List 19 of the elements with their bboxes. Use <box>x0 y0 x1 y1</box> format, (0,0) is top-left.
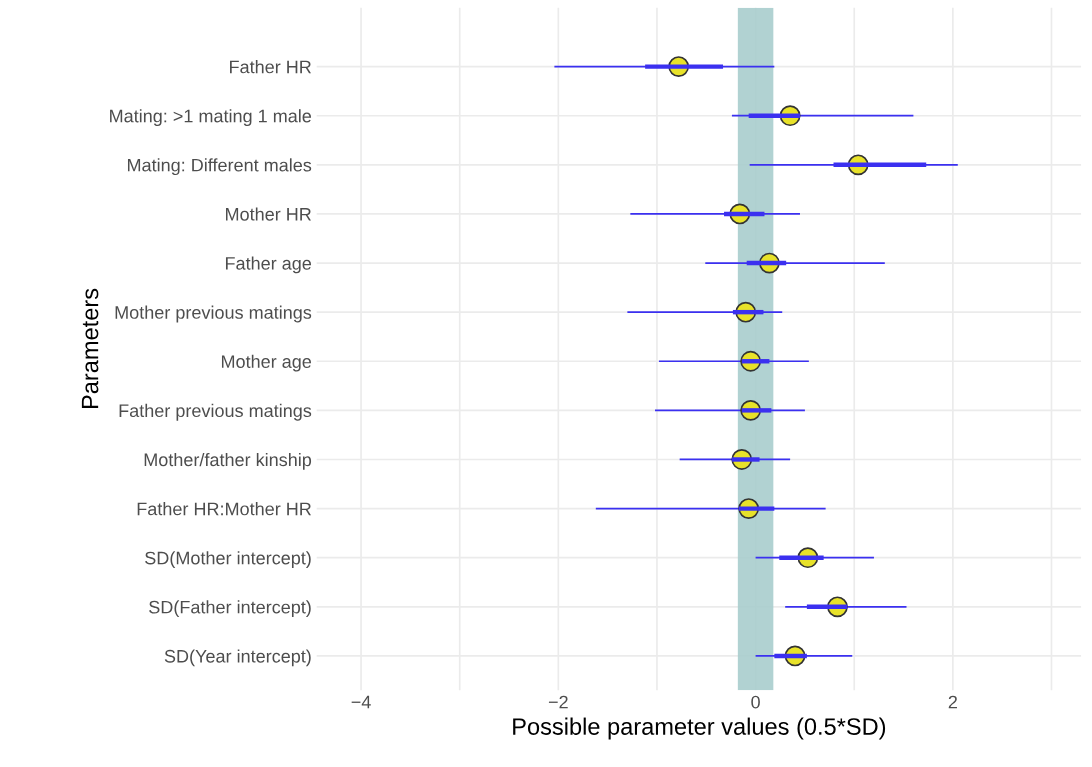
y-tick-label: Father HR <box>230 60 311 74</box>
y-tick-label: Father HR:Mother HR <box>137 502 311 516</box>
y-tick-label: Mating: >1 mating 1 male <box>110 109 312 126</box>
y-tick-label: SD(Father intercept) <box>149 600 311 618</box>
y-tick-label: Mother previous matings <box>115 305 312 323</box>
y-tick-label: Mother/father kinship <box>144 452 312 470</box>
y-axis-title: Parameters <box>81 288 99 409</box>
y-tick-label: Father age <box>225 256 312 274</box>
x-tick-label: −2 <box>548 695 568 709</box>
y-tick-label: SD(Year intercept) <box>164 649 311 667</box>
x-tick-label: 2 <box>948 695 957 709</box>
x-axis-title: Possible parameter values (0.5*SD) <box>513 717 886 740</box>
y-tick-label: SD(Mother intercept) <box>145 551 311 568</box>
y-tick-label: Mating: Different males <box>127 158 312 176</box>
y-tick-label: Mother age <box>221 354 312 372</box>
y-tick-label: Father previous matings <box>119 403 312 421</box>
x-tick-label: −4 <box>351 695 371 709</box>
x-tick-label: 0 <box>751 695 760 709</box>
y-tick-label: Mother HR <box>226 207 311 221</box>
